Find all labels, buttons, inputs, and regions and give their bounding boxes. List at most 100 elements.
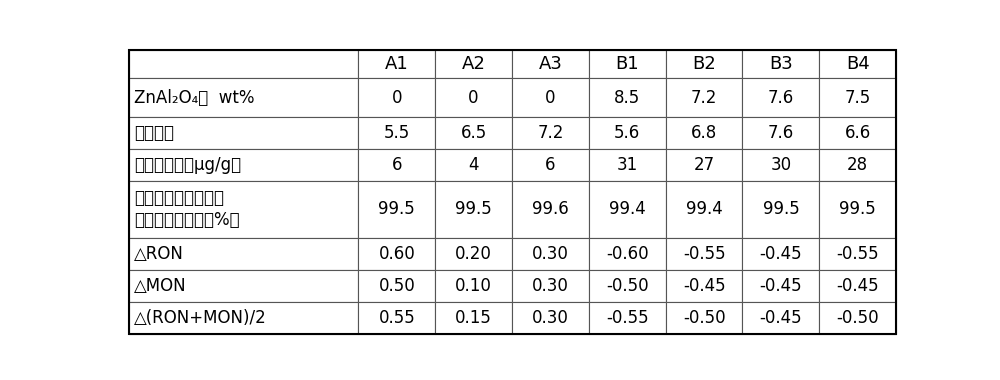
Text: 7.2: 7.2 bbox=[691, 89, 717, 107]
Text: -0.55: -0.55 bbox=[606, 309, 649, 327]
Text: 99.4: 99.4 bbox=[609, 200, 646, 218]
Polygon shape bbox=[129, 149, 358, 181]
Polygon shape bbox=[358, 238, 435, 270]
Text: 99.5: 99.5 bbox=[378, 200, 415, 218]
Polygon shape bbox=[512, 181, 589, 238]
Polygon shape bbox=[435, 149, 512, 181]
Polygon shape bbox=[819, 270, 896, 302]
Text: 7.6: 7.6 bbox=[768, 124, 794, 142]
Polygon shape bbox=[512, 50, 589, 78]
Text: 99.5: 99.5 bbox=[839, 200, 876, 218]
Polygon shape bbox=[819, 50, 896, 78]
Polygon shape bbox=[666, 149, 742, 181]
Text: 0.60: 0.60 bbox=[378, 245, 415, 263]
Text: B4: B4 bbox=[846, 55, 870, 73]
Text: 30: 30 bbox=[770, 156, 791, 174]
Polygon shape bbox=[435, 270, 512, 302]
Polygon shape bbox=[742, 50, 819, 78]
Text: 99.4: 99.4 bbox=[686, 200, 722, 218]
Text: 7.2: 7.2 bbox=[537, 124, 564, 142]
Polygon shape bbox=[666, 50, 742, 78]
Polygon shape bbox=[589, 50, 666, 78]
Text: 0: 0 bbox=[392, 89, 402, 107]
Polygon shape bbox=[589, 270, 666, 302]
Polygon shape bbox=[129, 181, 358, 238]
Text: 28: 28 bbox=[847, 156, 868, 174]
Polygon shape bbox=[512, 117, 589, 149]
Text: 0.30: 0.30 bbox=[532, 245, 569, 263]
Polygon shape bbox=[742, 78, 819, 117]
Polygon shape bbox=[512, 238, 589, 270]
Polygon shape bbox=[666, 238, 742, 270]
Text: 31: 31 bbox=[617, 156, 638, 174]
Polygon shape bbox=[358, 78, 435, 117]
Text: B1: B1 bbox=[615, 55, 639, 73]
Text: A1: A1 bbox=[385, 55, 409, 73]
Polygon shape bbox=[129, 302, 358, 334]
Polygon shape bbox=[819, 149, 896, 181]
Text: -0.45: -0.45 bbox=[760, 277, 802, 295]
Polygon shape bbox=[666, 181, 742, 238]
Polygon shape bbox=[358, 117, 435, 149]
Text: △RON: △RON bbox=[134, 245, 184, 263]
Polygon shape bbox=[512, 270, 589, 302]
Polygon shape bbox=[435, 117, 512, 149]
Polygon shape bbox=[435, 78, 512, 117]
Text: 0.30: 0.30 bbox=[532, 277, 569, 295]
Polygon shape bbox=[819, 78, 896, 117]
Text: -0.45: -0.45 bbox=[683, 277, 725, 295]
Text: 磨损指数: 磨损指数 bbox=[134, 124, 174, 142]
Text: 脱硫弹化剂稳定后的
产品汽油的收率（%）: 脱硫弹化剂稳定后的 产品汽油的收率（%） bbox=[134, 189, 240, 230]
Polygon shape bbox=[512, 302, 589, 334]
Polygon shape bbox=[358, 181, 435, 238]
Polygon shape bbox=[742, 117, 819, 149]
Text: 6: 6 bbox=[545, 156, 556, 174]
Text: △MON: △MON bbox=[134, 277, 187, 295]
Polygon shape bbox=[589, 238, 666, 270]
Text: 5.6: 5.6 bbox=[614, 124, 640, 142]
Polygon shape bbox=[666, 302, 742, 334]
Text: △(RON+MON)/2: △(RON+MON)/2 bbox=[134, 309, 267, 327]
Polygon shape bbox=[819, 181, 896, 238]
Polygon shape bbox=[358, 149, 435, 181]
Polygon shape bbox=[589, 149, 666, 181]
Polygon shape bbox=[819, 238, 896, 270]
Polygon shape bbox=[358, 302, 435, 334]
Text: 99.6: 99.6 bbox=[532, 200, 569, 218]
Text: 产品硫含量（μg/g）: 产品硫含量（μg/g） bbox=[134, 156, 241, 174]
Polygon shape bbox=[742, 302, 819, 334]
Text: -0.50: -0.50 bbox=[606, 277, 649, 295]
Polygon shape bbox=[129, 117, 358, 149]
Polygon shape bbox=[512, 78, 589, 117]
Text: -0.55: -0.55 bbox=[683, 245, 725, 263]
Text: -0.55: -0.55 bbox=[836, 245, 879, 263]
Polygon shape bbox=[589, 78, 666, 117]
Text: B3: B3 bbox=[769, 55, 793, 73]
Polygon shape bbox=[129, 78, 358, 117]
Text: 6.6: 6.6 bbox=[845, 124, 871, 142]
Polygon shape bbox=[819, 117, 896, 149]
Text: -0.45: -0.45 bbox=[760, 245, 802, 263]
Polygon shape bbox=[358, 50, 435, 78]
Text: 0.10: 0.10 bbox=[455, 277, 492, 295]
Polygon shape bbox=[435, 181, 512, 238]
Text: -0.60: -0.60 bbox=[606, 245, 649, 263]
Polygon shape bbox=[742, 270, 819, 302]
Polygon shape bbox=[512, 149, 589, 181]
Polygon shape bbox=[589, 302, 666, 334]
Polygon shape bbox=[742, 149, 819, 181]
Text: 0.55: 0.55 bbox=[378, 309, 415, 327]
Polygon shape bbox=[358, 270, 435, 302]
Polygon shape bbox=[435, 302, 512, 334]
Text: 99.5: 99.5 bbox=[455, 200, 492, 218]
Text: -0.50: -0.50 bbox=[683, 309, 725, 327]
Polygon shape bbox=[742, 238, 819, 270]
Text: 0: 0 bbox=[545, 89, 556, 107]
Text: 7.6: 7.6 bbox=[768, 89, 794, 107]
Polygon shape bbox=[435, 50, 512, 78]
Text: 0: 0 bbox=[468, 89, 479, 107]
Text: 0.15: 0.15 bbox=[455, 309, 492, 327]
Text: 8.5: 8.5 bbox=[614, 89, 640, 107]
Text: 7.5: 7.5 bbox=[845, 89, 871, 107]
Text: 99.5: 99.5 bbox=[763, 200, 799, 218]
